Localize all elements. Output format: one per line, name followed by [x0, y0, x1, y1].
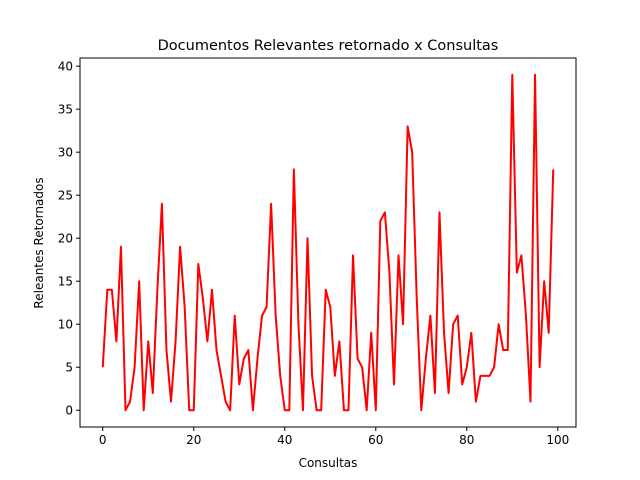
x-tick-label: 0 [99, 433, 107, 447]
y-tick-label: 15 [58, 275, 73, 289]
x-tick-label: 20 [186, 433, 201, 447]
y-tick-label: 25 [58, 189, 73, 203]
y-tick-label: 20 [58, 232, 73, 246]
y-tick-label: 35 [58, 103, 73, 117]
y-axis-label: Releantes Retornados [32, 177, 46, 308]
y-axis: 0 5 10 15 20 25 30 35 40 [58, 60, 80, 418]
x-tick-label: 60 [368, 433, 383, 447]
x-tick-label: 80 [459, 433, 474, 447]
y-tick-label: 30 [58, 146, 73, 160]
chart-title: Documentos Relevantes retornado x Consul… [158, 38, 499, 54]
y-tick-label: 40 [58, 60, 73, 74]
axes-frame [79, 57, 577, 428]
x-tick-label: 100 [546, 433, 569, 447]
y-tick-label: 0 [65, 404, 73, 418]
series-line [101, 73, 555, 412]
x-tick-label: 40 [277, 433, 292, 447]
y-tick-label: 5 [65, 361, 73, 375]
x-axis-label: Consultas [299, 456, 358, 470]
plot-area [79, 57, 577, 428]
y-tick-label: 10 [58, 318, 73, 332]
x-axis: 0 20 40 60 80 100 [99, 427, 569, 447]
